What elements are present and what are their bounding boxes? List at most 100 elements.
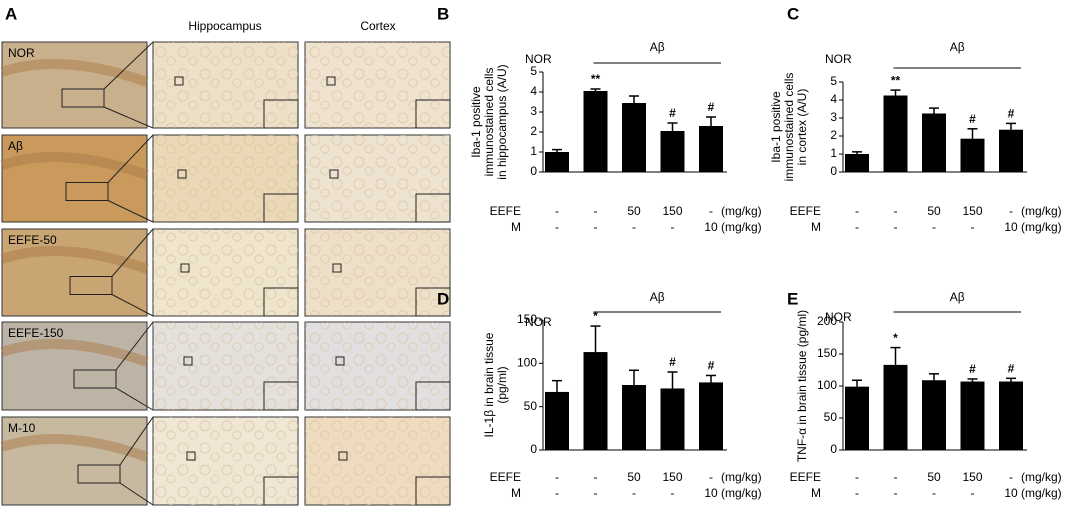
treatment-name: M [811, 486, 821, 500]
zoom-box [69, 276, 113, 295]
treatment-cell: 150 [662, 204, 682, 218]
significance: # [969, 112, 976, 126]
y-axis-label: immunostained cells [482, 68, 496, 177]
micrograph-texture [153, 135, 298, 222]
treatment-unit: (mg/kg) [1021, 220, 1062, 234]
treatment-name: M [811, 220, 821, 234]
treatment-cell: 50 [927, 204, 941, 218]
treatment-name: M [511, 220, 521, 234]
inset-marker [174, 76, 184, 86]
row-label: M-10 [8, 421, 36, 435]
treatment-cell: 50 [627, 204, 641, 218]
treatment-name: EEFE [490, 470, 521, 484]
bar [545, 391, 569, 450]
zoom-line [111, 294, 154, 317]
zoom-line [119, 416, 154, 466]
treatment-unit: (mg/kg) [1021, 204, 1062, 218]
row-label: Aβ [8, 139, 23, 153]
panel-label: A [5, 4, 17, 23]
treatment-cell: 150 [662, 470, 682, 484]
zoom-box [73, 369, 117, 389]
y-tick-label: 5 [530, 64, 537, 78]
tissue-band [0, 152, 149, 180]
bar [545, 152, 569, 172]
bar [960, 381, 985, 450]
significance: ** [591, 72, 601, 86]
treatment-cell: - [932, 220, 936, 234]
zoom-line [107, 134, 154, 183]
significance: # [1008, 107, 1015, 121]
micrograph-texture [153, 322, 298, 410]
inset [263, 287, 299, 317]
treatment-cell: 10 [1004, 220, 1018, 234]
zoom-box [61, 88, 105, 108]
inset [415, 476, 451, 506]
tissue-band [0, 59, 149, 87]
treatment-cell: - [594, 470, 598, 484]
y-tick-label: 0 [530, 442, 537, 456]
zoom-line [115, 387, 154, 411]
significance: * [893, 331, 898, 345]
group-label: Aβ [650, 40, 665, 54]
micrograph-texture [305, 417, 450, 505]
inset-marker [335, 356, 345, 366]
treatment-name: EEFE [790, 204, 821, 218]
treatment-cell: 50 [927, 470, 941, 484]
treatment-unit: (mg/kg) [721, 220, 762, 234]
bar [883, 95, 908, 172]
micrograph-texture [305, 135, 450, 222]
zoom-line [119, 482, 154, 506]
treatment-cell: - [555, 470, 559, 484]
micrograph [1, 321, 148, 411]
y-tick-label: 2 [830, 128, 837, 142]
column-header: Cortex [360, 19, 395, 33]
inset [263, 381, 299, 411]
row-label: EEFE-50 [8, 233, 57, 247]
treatment-cell: - [1009, 470, 1013, 484]
inset-marker [326, 76, 336, 86]
treatment-cell: 10 [704, 220, 718, 234]
treatment-cell: - [709, 470, 713, 484]
treatment-cell: - [594, 220, 598, 234]
inset-marker [338, 451, 348, 461]
significance: ** [891, 73, 901, 87]
bar [622, 103, 646, 172]
inset [415, 99, 451, 129]
treatment-cell: - [894, 470, 898, 484]
y-tick-label: 0 [830, 442, 837, 456]
y-tick-label: 100 [817, 378, 837, 392]
treatment-cell: - [555, 204, 559, 218]
treatment-cell: - [855, 470, 859, 484]
treatment-cell: - [855, 204, 859, 218]
y-tick-label: 1 [530, 144, 537, 158]
y-tick-label: 150 [817, 346, 837, 360]
inset-marker [329, 169, 339, 179]
inset-marker [332, 263, 342, 273]
row-label: EEFE-150 [8, 326, 64, 340]
y-tick-label: 2 [530, 124, 537, 138]
y-tick-label: 1 [830, 146, 837, 160]
micrograph-texture [153, 417, 298, 505]
treatment-cell: - [1009, 204, 1013, 218]
treatment-cell: - [932, 486, 936, 500]
treatment-cell: - [632, 486, 636, 500]
inset [263, 193, 299, 223]
micrograph-texture [305, 322, 450, 410]
zoom-line [111, 228, 154, 277]
treatment-cell: - [671, 486, 675, 500]
y-tick-label: 3 [530, 104, 537, 118]
inset [415, 287, 451, 317]
y-axis-label: TNF-α in brain tissue (pg/ml) [795, 310, 809, 462]
significance: # [669, 355, 676, 369]
y-tick-label: 50 [524, 399, 538, 413]
treatment-cell: - [855, 220, 859, 234]
inset [263, 99, 299, 129]
bar [845, 154, 869, 172]
treatment-cell: - [594, 486, 598, 500]
bar [883, 364, 908, 450]
bar [583, 91, 608, 172]
significance: # [1008, 361, 1015, 375]
treatment-cell: - [894, 220, 898, 234]
inset [415, 381, 451, 411]
treatment-cell: 150 [962, 470, 982, 484]
